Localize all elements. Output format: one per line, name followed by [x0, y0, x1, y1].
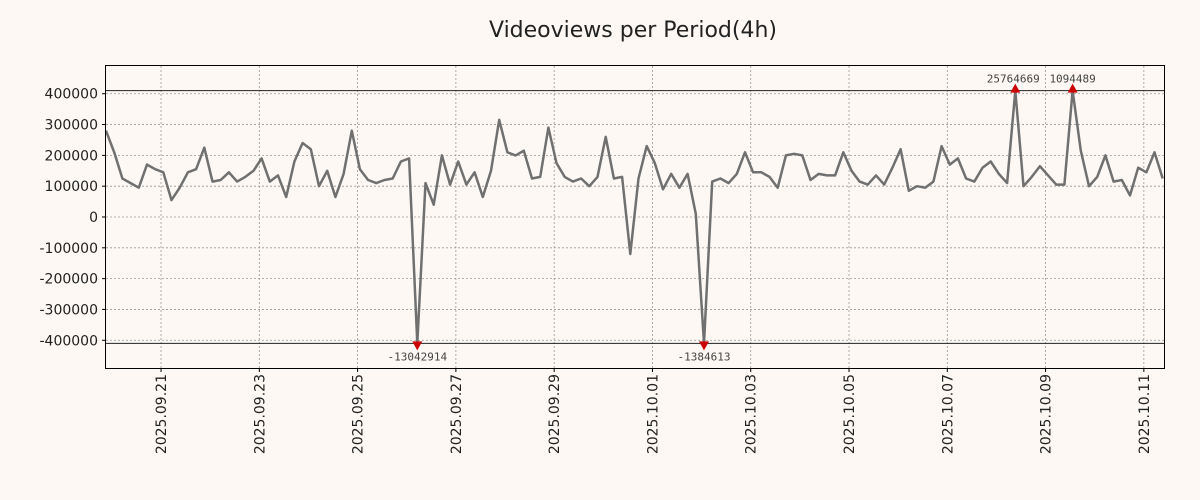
y-tick-label: -300000: [40, 302, 99, 318]
x-tick-label: 2025.09.29: [547, 374, 563, 454]
clip-lines: [106, 90, 1164, 344]
spike-label: -13042914: [387, 350, 447, 363]
spike-label: -1384613: [678, 350, 731, 363]
marker-layer: -13042914 -1384613 25764669 1094489: [387, 73, 1095, 364]
series-line: [104, 89, 1164, 345]
plot-frame: [105, 65, 1165, 369]
chart-title: Videoviews per Period(4h): [489, 18, 777, 43]
x-tick-label: 2025.10.11: [1137, 374, 1153, 454]
y-tick-label: 0: [89, 210, 98, 226]
y-tick-label: 200000: [45, 148, 98, 164]
x-tick-label: 2025.10.03: [744, 374, 760, 454]
x-tick-label: 2025.10.01: [645, 374, 661, 454]
y-tick-label: -200000: [40, 272, 99, 288]
y-tick-label: -400000: [40, 333, 99, 349]
spike-marker: [1010, 83, 1021, 93]
spike-marker: [412, 341, 423, 351]
x-tick-label: 2025.09.21: [154, 374, 170, 454]
x-tick-label: 2025.10.07: [940, 374, 956, 454]
axis-layer: 400000 300000 200000 100000 0 -100000 -200000 -…: [40, 87, 1153, 454]
y-tick-label: -100000: [40, 241, 99, 257]
x-tick-label: 2025.09.27: [449, 374, 465, 454]
x-tick-label: 2025.09.23: [252, 374, 268, 454]
x-tick-label: 2025.10.05: [842, 374, 858, 454]
spike-label: 1094489: [1049, 73, 1095, 86]
x-tick-label: 2025.09.25: [351, 374, 367, 454]
series-layer: [104, 89, 1164, 345]
y-tick-label: 100000: [45, 179, 98, 195]
spike-marker: [1067, 83, 1078, 93]
spike-label: 25764669: [987, 73, 1040, 86]
x-tick-label: 2025.10.09: [1039, 374, 1055, 454]
spike-marker: [698, 341, 709, 351]
y-tick-label: 300000: [45, 118, 98, 134]
y-tick-label: 400000: [45, 87, 98, 103]
